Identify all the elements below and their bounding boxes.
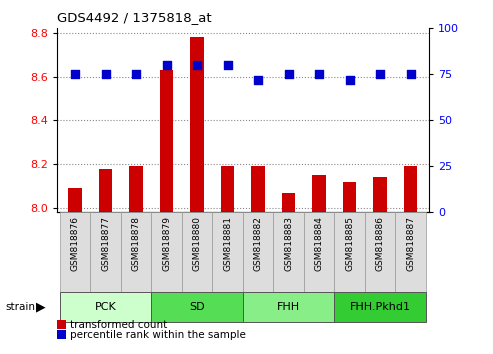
Bar	[404, 166, 418, 212]
Point	[132, 72, 140, 77]
Point	[224, 62, 232, 68]
Text: GSM818877: GSM818877	[101, 216, 110, 272]
Text: GSM818880: GSM818880	[193, 216, 202, 272]
Bar	[395, 212, 426, 292]
Bar	[182, 212, 212, 292]
Bar	[282, 193, 295, 212]
Text: GSM818883: GSM818883	[284, 216, 293, 272]
Point	[407, 72, 415, 77]
Bar	[365, 212, 395, 292]
Point	[193, 62, 201, 68]
Bar	[60, 212, 90, 292]
Text: GSM818876: GSM818876	[70, 216, 79, 272]
Text: GSM818878: GSM818878	[132, 216, 141, 272]
Point	[163, 62, 171, 68]
Point	[254, 77, 262, 83]
Bar	[312, 175, 326, 212]
Bar	[212, 212, 243, 292]
Bar	[60, 292, 151, 322]
Text: GSM818882: GSM818882	[253, 216, 263, 271]
Bar	[121, 212, 151, 292]
Bar	[243, 292, 334, 322]
Point	[71, 72, 79, 77]
Bar	[151, 212, 182, 292]
Bar	[334, 212, 365, 292]
Point	[102, 72, 109, 77]
Text: GSM818887: GSM818887	[406, 216, 415, 272]
Text: GSM818886: GSM818886	[376, 216, 385, 272]
Bar	[99, 169, 112, 212]
Bar	[334, 292, 426, 322]
Bar	[343, 182, 356, 212]
Bar	[90, 212, 121, 292]
Bar	[304, 212, 334, 292]
Text: strain: strain	[5, 302, 35, 312]
Text: GSM818881: GSM818881	[223, 216, 232, 272]
Bar	[190, 37, 204, 212]
Text: FHH.Pkhd1: FHH.Pkhd1	[350, 302, 411, 312]
Text: GSM818879: GSM818879	[162, 216, 171, 272]
Text: transformed count: transformed count	[70, 320, 168, 330]
Bar	[129, 166, 143, 212]
Text: GSM818885: GSM818885	[345, 216, 354, 272]
Text: percentile rank within the sample: percentile rank within the sample	[70, 330, 246, 340]
Bar	[273, 212, 304, 292]
Bar	[251, 166, 265, 212]
Text: GDS4492 / 1375818_at: GDS4492 / 1375818_at	[57, 11, 211, 24]
Text: SD: SD	[189, 302, 205, 312]
Point	[346, 77, 353, 83]
Text: FHH: FHH	[277, 302, 300, 312]
Point	[376, 72, 384, 77]
Bar	[221, 166, 234, 212]
Point	[284, 72, 292, 77]
Bar	[151, 292, 243, 322]
Point	[315, 72, 323, 77]
Bar	[160, 70, 174, 212]
Bar	[68, 188, 82, 212]
Bar	[373, 177, 387, 212]
Text: GSM818884: GSM818884	[315, 216, 323, 271]
Text: PCK: PCK	[95, 302, 116, 312]
Bar	[243, 212, 273, 292]
Text: ▶: ▶	[35, 301, 45, 314]
